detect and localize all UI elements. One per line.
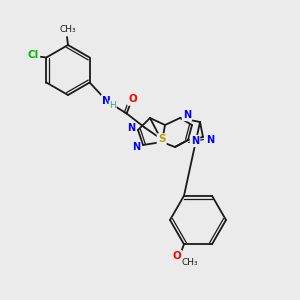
Text: CH₃: CH₃ <box>182 258 198 267</box>
Text: N: N <box>206 135 214 145</box>
Text: Cl: Cl <box>28 50 39 61</box>
Text: O: O <box>128 94 137 104</box>
Text: N: N <box>127 123 135 133</box>
Text: O: O <box>172 251 182 261</box>
Text: N: N <box>191 136 199 146</box>
Text: N: N <box>102 95 111 106</box>
Text: S: S <box>158 134 165 145</box>
Text: N: N <box>132 142 140 152</box>
Text: H: H <box>109 101 116 110</box>
Text: CH₃: CH₃ <box>60 26 76 34</box>
Text: N: N <box>183 110 191 120</box>
